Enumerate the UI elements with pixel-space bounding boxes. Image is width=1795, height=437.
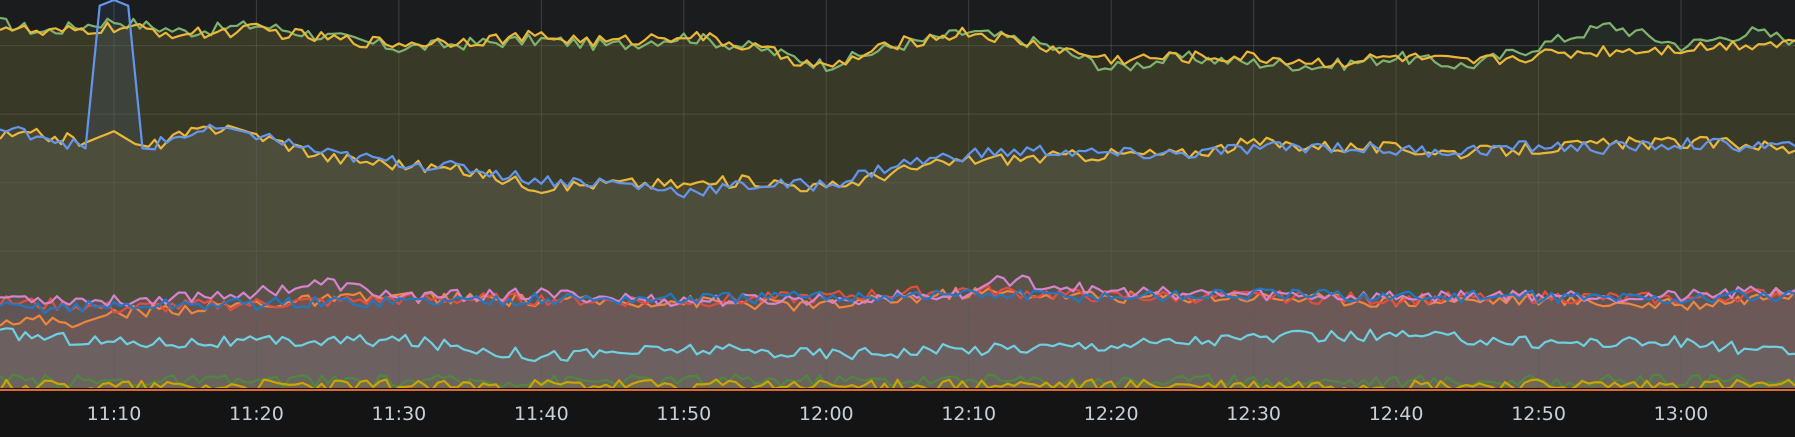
series-area-7 (0, 285, 1795, 388)
series-line-2 (0, 21, 1795, 69)
x-tick-label: 11:50 (656, 403, 711, 425)
x-axis: 11:10 11:20 11:30 11:40 11:50 12:00 12:10 12:20… (0, 388, 1795, 437)
series-area-8 (0, 275, 1795, 388)
x-axis-band (0, 388, 1795, 437)
series-line-9 (0, 287, 1795, 315)
series-line-10 (0, 373, 1795, 389)
series-fills (0, 0, 1795, 392)
series-line-5 (0, 327, 1795, 363)
series-area-6 (0, 287, 1795, 388)
x-tick-label: 13:00 (1654, 403, 1709, 425)
series-area-3 (0, 125, 1795, 388)
x-tick-label: 12:30 (1226, 403, 1281, 425)
plot-background (0, 0, 1795, 388)
series-area-9 (0, 288, 1795, 388)
x-tick-label: 11:20 (229, 403, 284, 425)
x-tick-label: 12:40 (1369, 403, 1424, 425)
x-tick-label: 12:20 (1084, 403, 1139, 425)
x-tick-label: 11:40 (514, 403, 569, 425)
series-area-1 (0, 17, 1795, 389)
x-tick-label: 12:50 (1511, 403, 1566, 425)
x-tick-label: 11:30 (372, 403, 427, 425)
x-tick-label: 12:00 (799, 403, 854, 425)
x-tick-label: 12:10 (941, 403, 996, 425)
series-line-6 (0, 286, 1795, 329)
plot-area (0, 0, 1795, 388)
series-line-4 (0, 0, 1795, 199)
x-tick-label: 11:10 (87, 403, 142, 425)
series-line-8 (0, 274, 1795, 308)
